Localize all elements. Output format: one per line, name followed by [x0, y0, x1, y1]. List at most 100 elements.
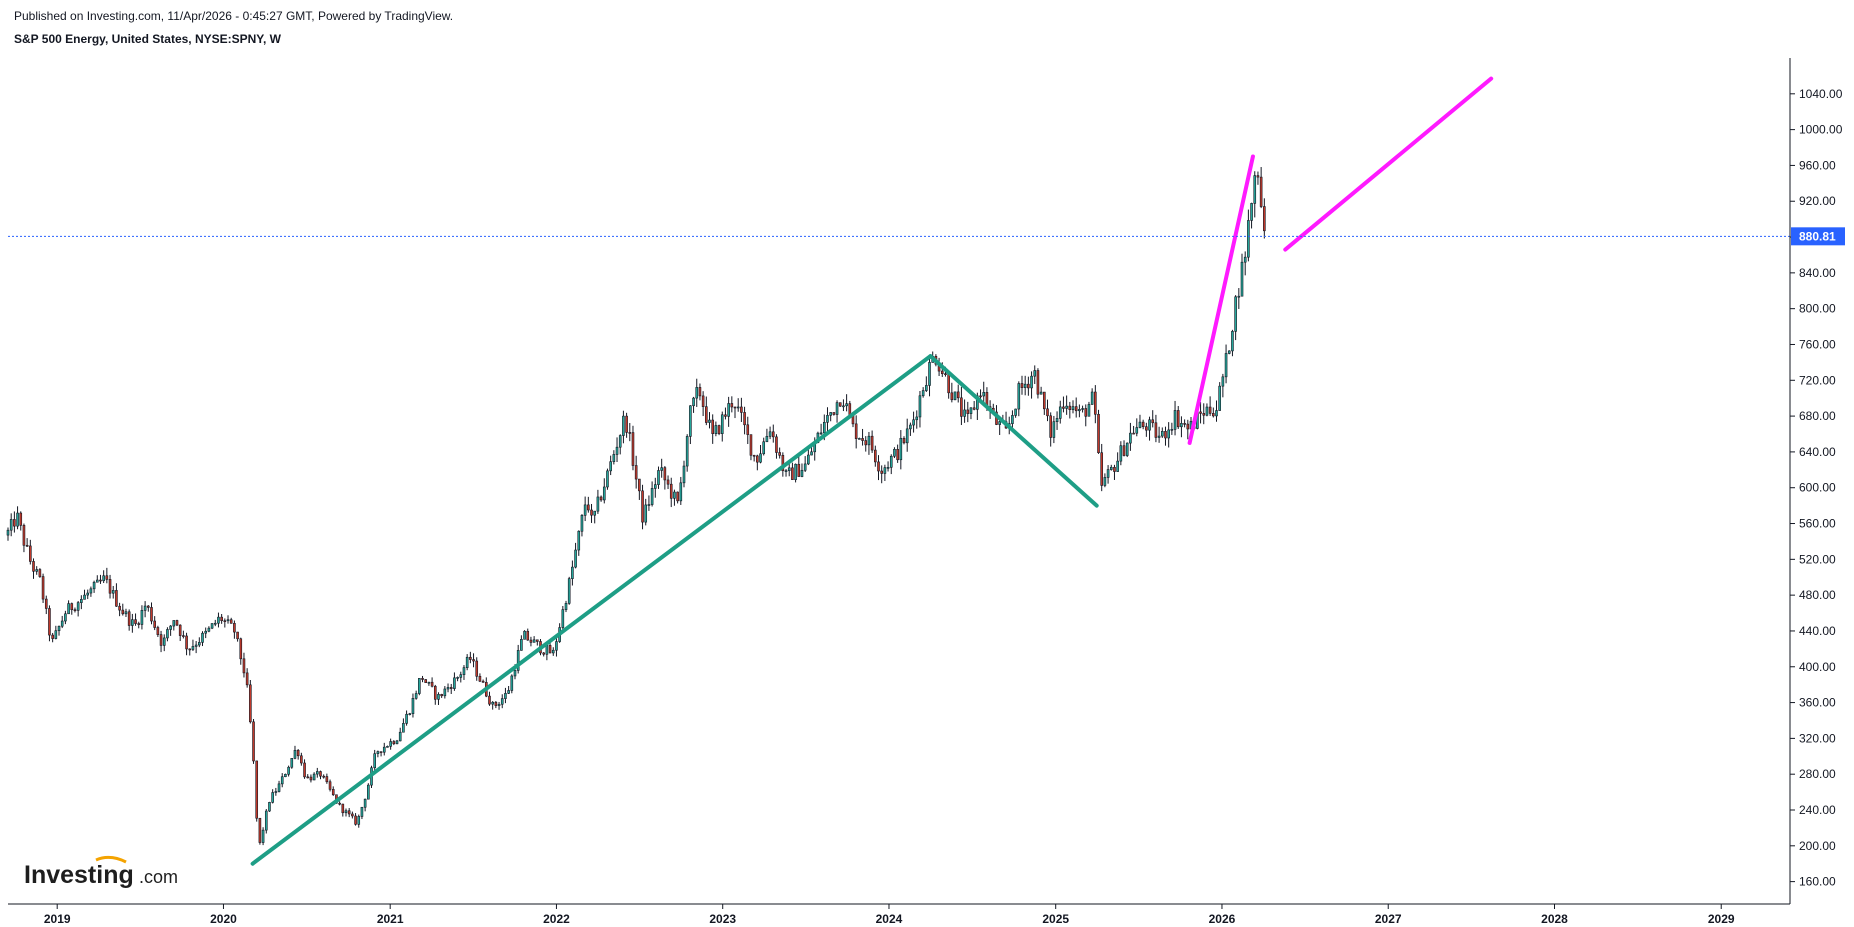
candle-body	[1116, 460, 1119, 472]
candles-group	[6, 167, 1266, 846]
candle-body	[1141, 421, 1145, 427]
candle	[746, 416, 750, 445]
candle	[44, 595, 48, 615]
candle	[736, 398, 740, 412]
candle	[870, 430, 874, 453]
candle	[1068, 401, 1072, 419]
candle-body	[367, 784, 370, 800]
candle-body	[73, 609, 77, 612]
candle-body	[653, 484, 657, 489]
candle	[536, 639, 539, 646]
candle	[108, 574, 112, 599]
candle-body	[1253, 175, 1257, 204]
candle	[360, 806, 364, 820]
candle-body	[236, 631, 239, 640]
candle	[858, 437, 861, 440]
candle-body	[1122, 445, 1126, 456]
candle	[555, 636, 558, 657]
time-tick-label: 2019	[44, 912, 71, 926]
candle-body	[430, 681, 434, 687]
candle-body	[615, 446, 619, 455]
candle-body	[322, 775, 325, 778]
candle-body	[424, 679, 428, 683]
candle	[338, 801, 341, 806]
candle	[564, 600, 568, 613]
candle	[264, 809, 268, 834]
candle	[673, 489, 676, 506]
candle	[500, 694, 504, 709]
candle-body	[99, 579, 102, 582]
candle	[124, 608, 128, 617]
candle	[191, 639, 195, 652]
candle-body	[679, 482, 683, 502]
candle	[236, 631, 239, 642]
candle-body	[609, 461, 612, 472]
candle-body	[80, 599, 83, 603]
candle	[395, 739, 399, 745]
candle-body	[309, 776, 313, 781]
candle-body	[545, 645, 549, 655]
trendline[interactable]	[1283, 76, 1494, 252]
price-axis[interactable]: 160.00 200.00 240.00 280.00 320.00 360.00 400.…	[1789, 58, 1843, 904]
candle	[80, 595, 83, 610]
candle	[1237, 288, 1241, 309]
price-tick-label: 640.00	[1799, 445, 1836, 459]
candle	[963, 399, 966, 423]
candle	[928, 354, 931, 397]
trendline[interactable]	[1187, 154, 1255, 445]
candle-body	[1148, 419, 1151, 431]
candle-body	[1119, 445, 1123, 462]
candle-body	[1129, 432, 1132, 444]
candle-body	[1186, 423, 1190, 430]
candle	[325, 773, 329, 784]
candle-body	[1087, 404, 1091, 417]
candle-body	[650, 488, 654, 505]
trendline[interactable]	[928, 354, 1099, 508]
candle	[70, 602, 74, 615]
candle-body	[121, 609, 125, 615]
time-tick-label: 2024	[876, 912, 903, 926]
candle	[6, 527, 10, 541]
logo-swoosh-icon	[95, 855, 127, 864]
candle-body	[835, 402, 839, 415]
candle	[1055, 411, 1059, 430]
candle	[456, 676, 459, 682]
candle-body	[1100, 452, 1104, 486]
price-tick-label: 560.00	[1799, 517, 1836, 531]
candle	[743, 406, 746, 435]
candle-body	[542, 652, 545, 655]
candle	[845, 394, 848, 412]
candle-body	[1202, 413, 1206, 416]
candle-body	[280, 776, 284, 785]
candle-body	[178, 624, 182, 636]
candle-body	[1033, 370, 1037, 377]
candle-body	[1176, 410, 1180, 428]
candle	[1183, 419, 1186, 428]
candle	[1180, 416, 1183, 438]
candle-body	[513, 670, 517, 677]
candle	[13, 511, 16, 533]
candle	[1138, 414, 1142, 429]
candle	[1033, 365, 1037, 384]
candle-body	[159, 634, 163, 646]
candle	[239, 637, 243, 665]
candle-body	[784, 470, 788, 472]
trendline[interactable]	[250, 354, 933, 866]
candle-body	[1017, 383, 1021, 410]
candle	[880, 465, 883, 484]
time-axis[interactable]: 2019 2020 2021 2022 2023 2024 2025 2026 2027 2028…	[8, 903, 1790, 926]
candle-body	[414, 693, 418, 699]
candle	[676, 491, 679, 504]
candle-body	[880, 470, 883, 474]
candle	[775, 434, 778, 459]
candle-body	[293, 749, 297, 759]
candle	[953, 391, 957, 401]
candle	[379, 751, 383, 757]
candle-body	[969, 407, 973, 414]
candle-body	[411, 698, 415, 714]
candle-body	[48, 608, 51, 636]
candle-body	[1094, 391, 1097, 415]
candle	[175, 619, 179, 627]
candle	[1081, 405, 1084, 413]
